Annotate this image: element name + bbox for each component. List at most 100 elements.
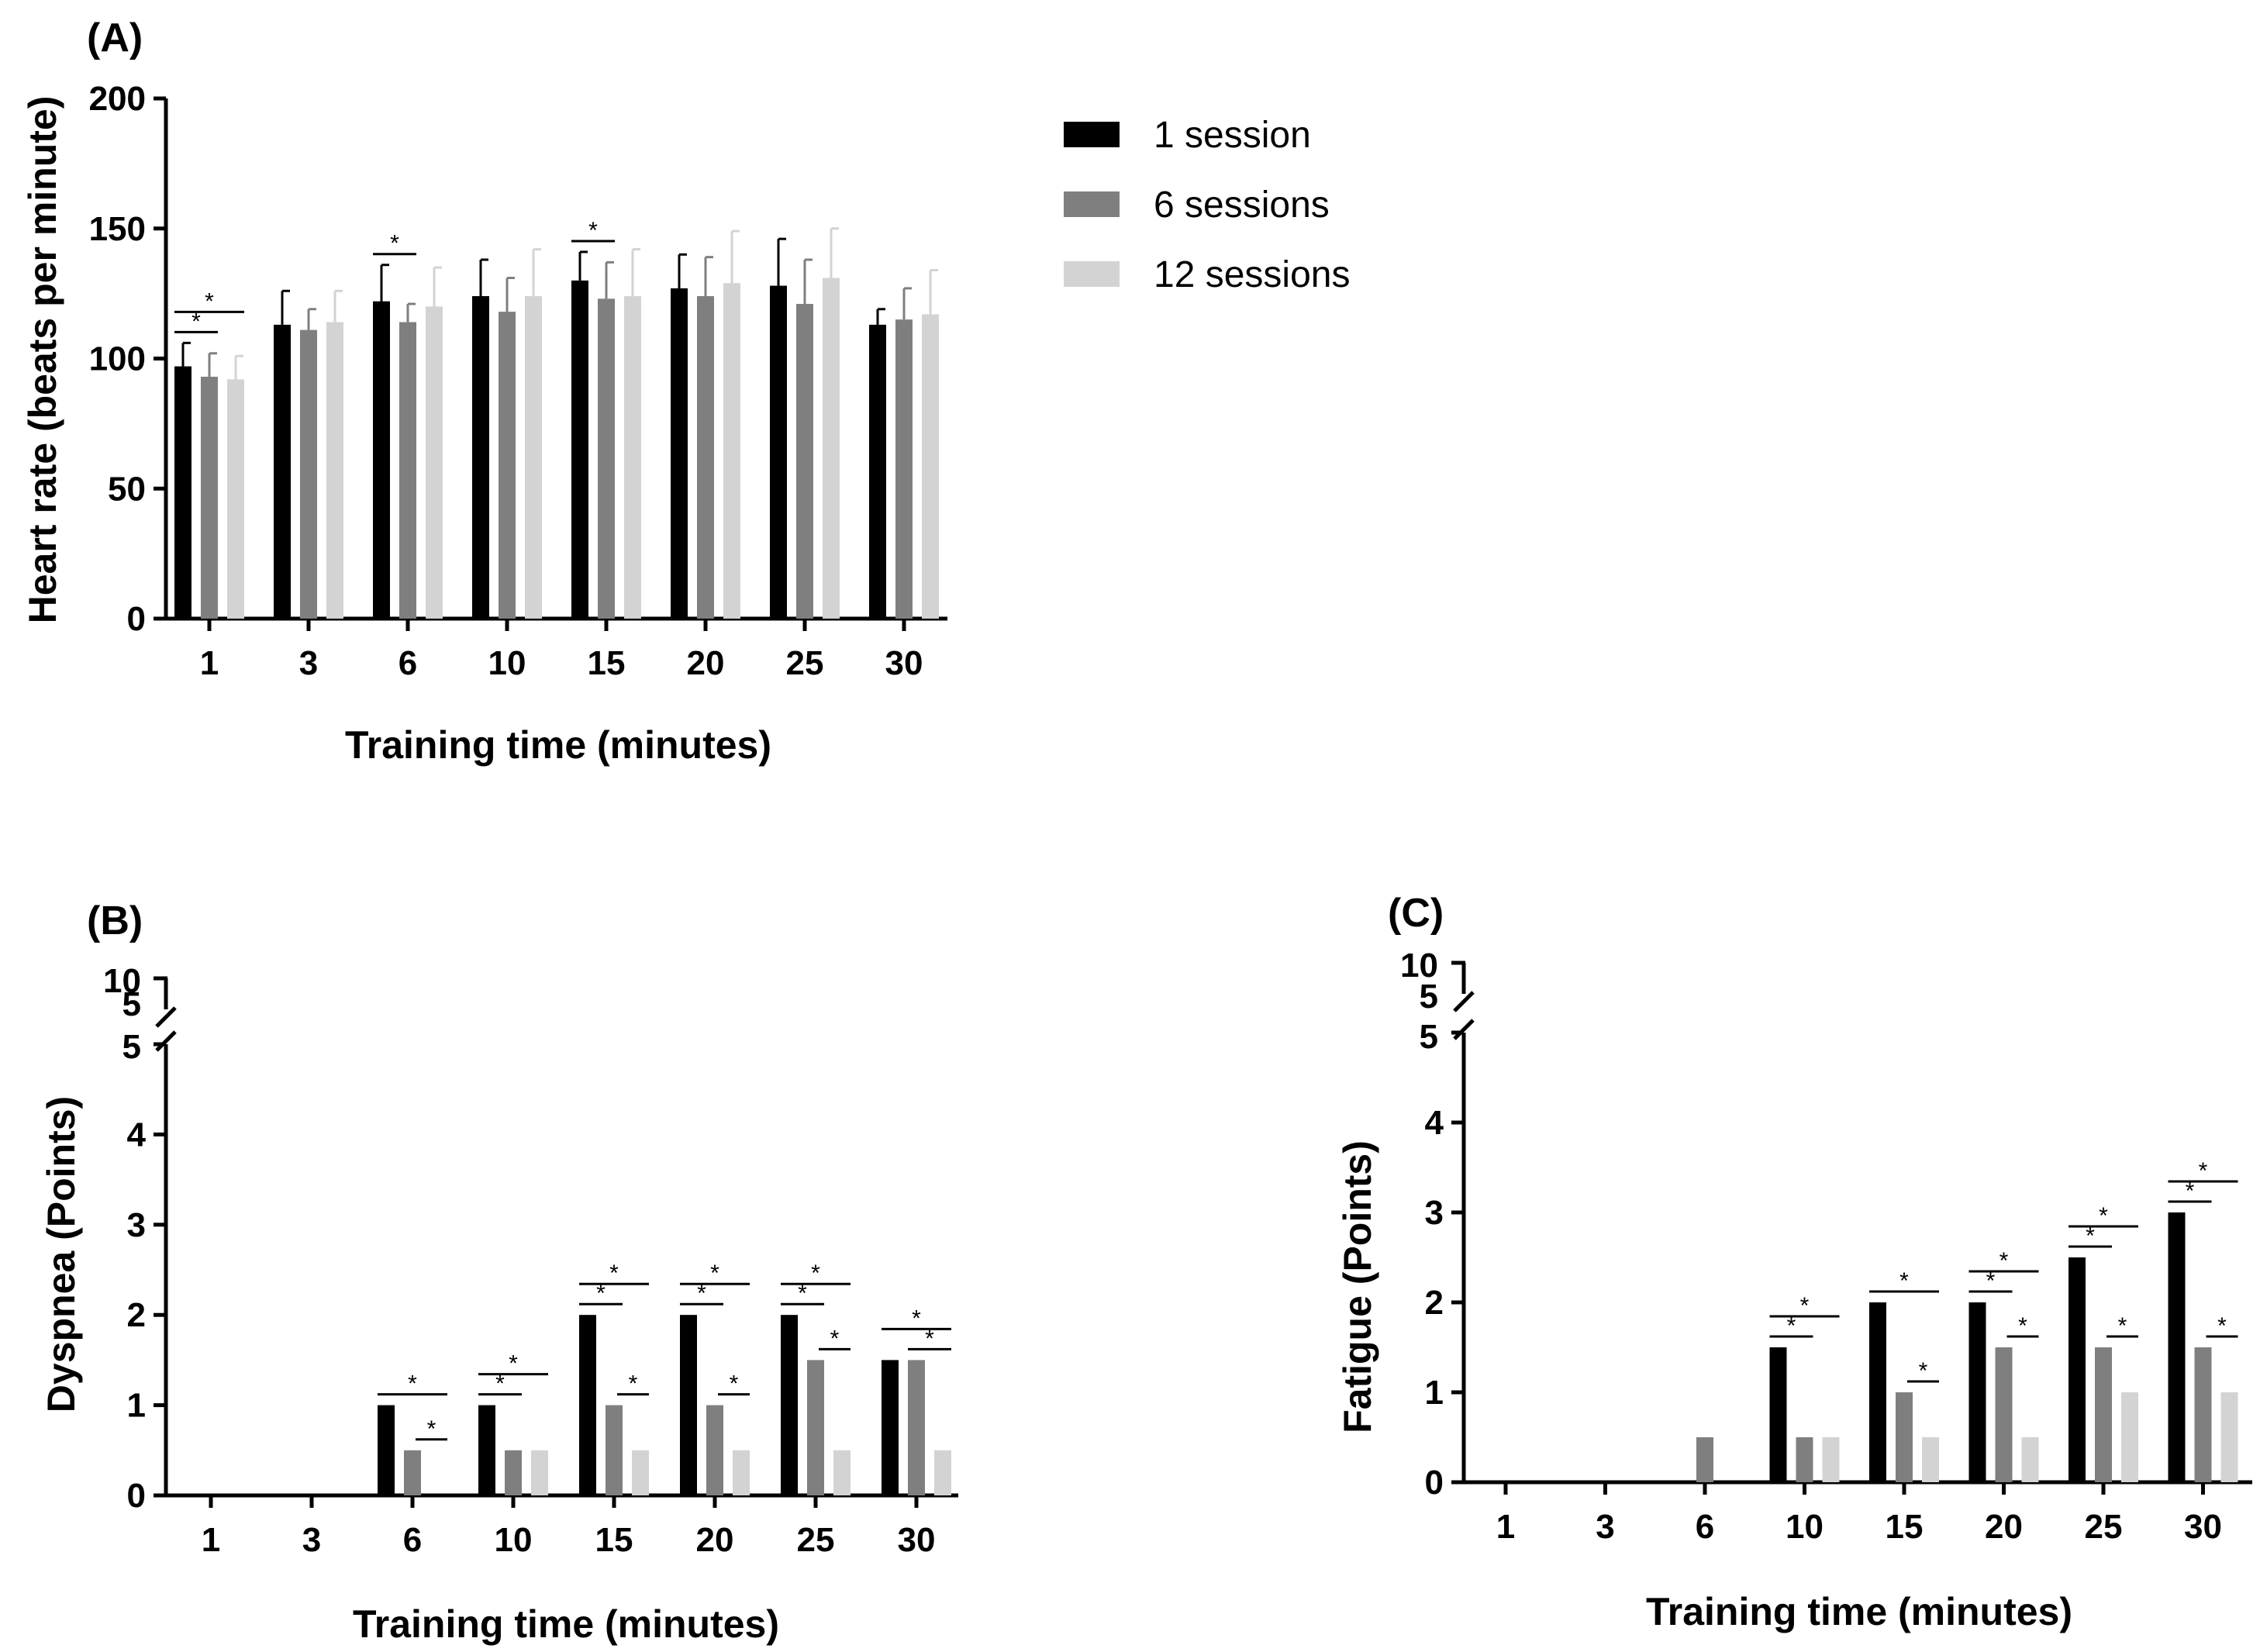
panel-c-significance-star: * — [2199, 1158, 2208, 1184]
panel-a-bar — [922, 314, 939, 619]
panel-b-bar — [579, 1315, 596, 1495]
panel-b-xlabel: Training time (minutes) — [353, 1602, 779, 1646]
panel-c-bar — [2021, 1437, 2039, 1482]
panel-c-bar — [1995, 1347, 2013, 1482]
panel-b-significance-star: * — [495, 1371, 505, 1397]
panel-c-bar — [1769, 1347, 1787, 1482]
panel-a-x-tick-label: 15 — [588, 644, 626, 682]
panel-c-y-tick-label: 3 — [1425, 1194, 1444, 1232]
panel-c-significance-star: * — [1919, 1358, 1928, 1384]
panel-b-significance-star: * — [629, 1371, 638, 1397]
panel-b-significance-star: * — [925, 1326, 934, 1351]
panel-b-bar — [733, 1450, 750, 1495]
panel-b-significance-star: * — [596, 1281, 606, 1306]
panel-b-bar — [478, 1405, 495, 1495]
panel-b-significance-star: * — [811, 1261, 820, 1286]
panel-b-x-tick-label: 10 — [495, 1521, 533, 1559]
panel-b-break-mark-upper — [155, 1006, 177, 1028]
panel-c-significance-star: * — [2118, 1313, 2127, 1339]
panel-c-significance-star: * — [2186, 1178, 2195, 1204]
panel-a-y-tick-label: 100 — [89, 340, 146, 378]
panel-b-significance-star: * — [730, 1371, 739, 1397]
panel-a-bar — [201, 376, 218, 619]
panel-b-significance-star: * — [408, 1371, 417, 1397]
panel-c-ylabel: Fatigue (Points) — [1336, 1140, 1379, 1433]
panel-c-significance-star: * — [2018, 1313, 2027, 1339]
panel-c-xlabel: Training time (minutes) — [1646, 1590, 2072, 1633]
panel-a-y-tick-label: 0 — [127, 600, 146, 638]
panel-a-x-tick-label: 6 — [399, 644, 417, 682]
panel-c-bar — [1822, 1437, 1840, 1482]
panel-b-bar — [404, 1450, 421, 1495]
panel-a-bar — [300, 329, 317, 619]
panel-b-break-mark-lower — [155, 1030, 177, 1052]
panel-a-significance-star: * — [205, 288, 214, 314]
panel-c-significance-star: * — [1986, 1268, 1996, 1294]
panel-a-label: (A) — [87, 16, 143, 60]
panel-c-break-mark-lower — [1453, 1019, 1475, 1040]
panel-a-significance-star: * — [390, 231, 399, 257]
panel-c-significance-star: * — [2086, 1223, 2095, 1249]
panel-a-bar — [671, 288, 688, 619]
panel-a-bar — [723, 283, 740, 619]
panel-c-bar — [1696, 1437, 1713, 1482]
panel-b-x-tick-label: 6 — [403, 1521, 422, 1559]
panel-b-bar — [781, 1315, 798, 1495]
panel-b-y-tick-label: 1 — [127, 1387, 146, 1425]
panel-c-bar — [2069, 1257, 2086, 1482]
panel-c-bar — [1796, 1437, 1813, 1482]
panel-b-bar — [908, 1360, 925, 1495]
panel-c-y-tick-label: 2 — [1425, 1284, 1444, 1322]
panel-a-x-tick-label: 30 — [885, 644, 923, 682]
panel-a-xlabel: Training time (minutes) — [345, 723, 771, 767]
legend-label-6-sessions: 6 sessions — [1154, 185, 1330, 226]
panel-c-y-tick-label: 0 — [1425, 1464, 1444, 1502]
panel-a-bar — [472, 295, 489, 619]
panel-b-bar — [505, 1450, 522, 1495]
panel-b-bar — [706, 1405, 723, 1495]
panel-b-x-tick-label: 1 — [202, 1521, 220, 1559]
panel-b-bar — [378, 1405, 395, 1495]
panel-a-bar — [869, 324, 886, 619]
legend-swatch-1-session — [1064, 122, 1120, 147]
panel-c-label: (C) — [1388, 891, 1444, 936]
panel-b-break-label-mid: 5 — [122, 985, 141, 1023]
panel-c-x-tick-label: 6 — [1696, 1508, 1714, 1546]
panel-a-bar — [598, 298, 615, 619]
panel-b-significance-star: * — [798, 1281, 807, 1306]
panel-c-significance-star: * — [2217, 1313, 2227, 1339]
panel-c-bar — [2220, 1392, 2238, 1482]
panel-c-y-tick-label: 4 — [1425, 1104, 1444, 1142]
panel-b-bar — [882, 1360, 899, 1495]
panel-a-significance-star: * — [588, 218, 598, 243]
panel-c-significance-star: * — [2099, 1203, 2108, 1229]
panel-b-y-tick-label: 4 — [127, 1116, 147, 1154]
panel-b-significance-star: * — [427, 1416, 436, 1442]
panel-b-x-tick-label: 25 — [797, 1521, 835, 1559]
panel-c-bar — [1869, 1302, 1886, 1482]
legend-swatch-6-sessions — [1064, 191, 1120, 217]
panel-b-bar — [807, 1360, 824, 1495]
panel-c-x-tick-label: 15 — [1886, 1508, 1924, 1546]
panel-b-break-label-low: 5 — [122, 1028, 141, 1066]
panel-b-significance-star: * — [609, 1261, 619, 1286]
panel-b-x-tick-label: 3 — [302, 1521, 321, 1559]
panel-b-bar — [606, 1405, 623, 1495]
panel-a-bar — [227, 379, 244, 619]
panel-a-x-tick-label: 10 — [488, 644, 526, 682]
panel-a-bar — [823, 278, 840, 619]
panel-a-y-tick-label: 200 — [89, 80, 146, 118]
panel-b-bar — [632, 1450, 649, 1495]
panel-a-bar — [624, 295, 641, 619]
panel-c-significance-star: * — [1999, 1248, 2009, 1274]
panel-a-significance-star: * — [191, 309, 201, 334]
panel-a-bar — [274, 324, 291, 619]
panel-a-x-tick-label: 1 — [200, 644, 219, 682]
panel-a-bar — [571, 280, 588, 619]
panel-a-y-tick-label: 50 — [108, 470, 146, 508]
panel-a-x-tick-label: 25 — [786, 644, 824, 682]
panel-a-bar — [770, 285, 787, 619]
legend-swatch-12-sessions — [1064, 261, 1120, 287]
panel-b-significance-star: * — [509, 1351, 518, 1377]
